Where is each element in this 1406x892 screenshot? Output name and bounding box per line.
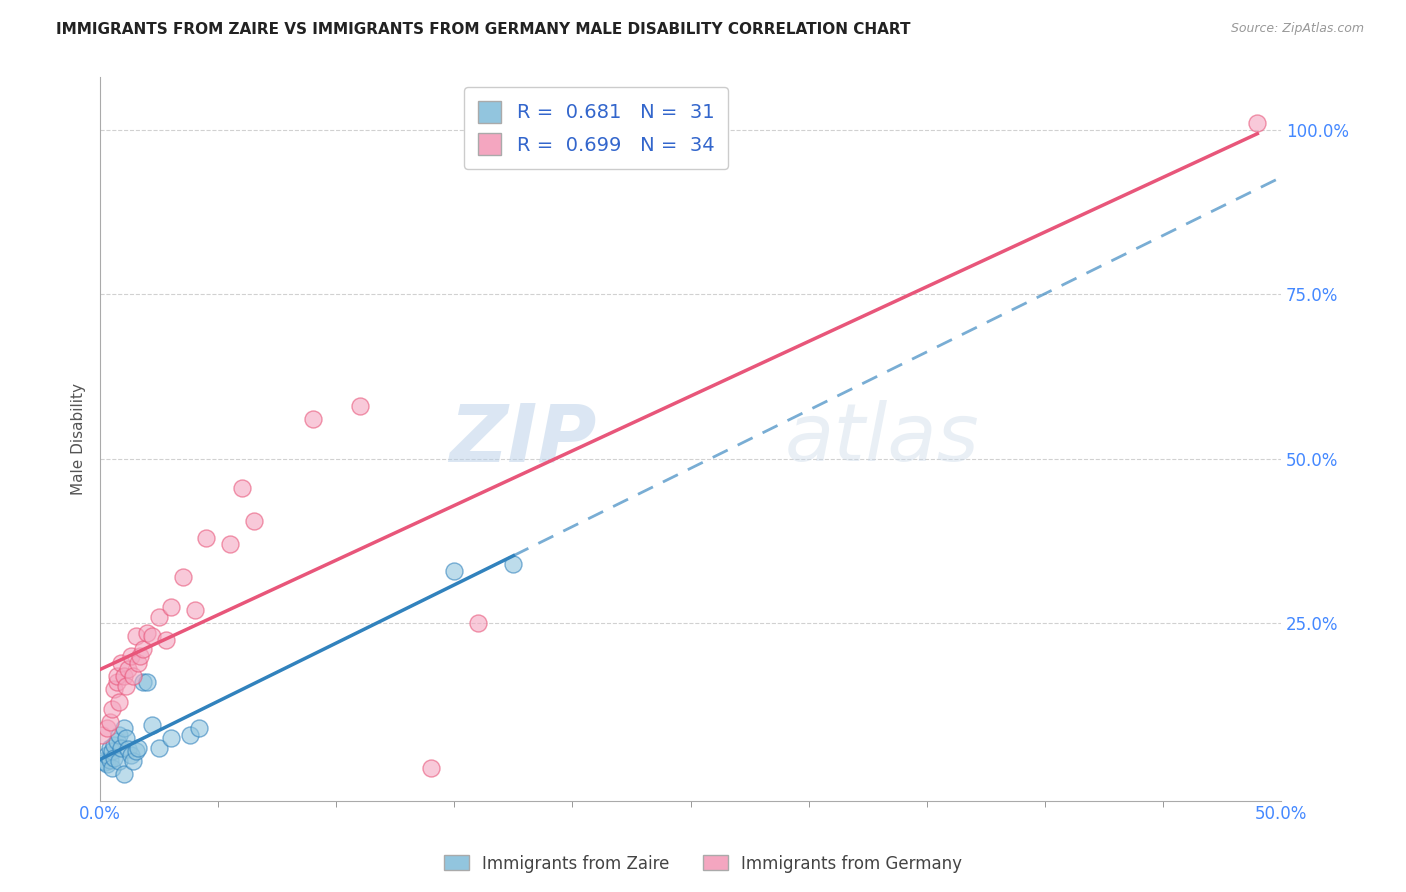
Point (98, 714, 121, 729)
Point (172, 570, 194, 584)
Y-axis label: Male Disability: Male Disability (72, 383, 86, 495)
Point (131, 642, 153, 657)
Point (108, 728, 131, 742)
Point (112, 669, 135, 683)
Point (231, 481, 253, 495)
Point (101, 761, 124, 775)
Point (96, 757, 118, 772)
Point (117, 742, 139, 756)
Point (122, 669, 145, 683)
Point (179, 728, 201, 742)
Point (98, 753, 121, 767)
Point (124, 744, 146, 758)
Point (148, 609, 170, 624)
Point (110, 741, 132, 756)
Point (105, 734, 128, 748)
Point (110, 656, 132, 670)
Point (1246, 116, 1268, 130)
Point (129, 648, 152, 663)
Legend: Immigrants from Zaire, Immigrants from Germany: Immigrants from Zaire, Immigrants from G… (437, 848, 969, 880)
Point (160, 599, 183, 614)
Point (91, 728, 114, 742)
Point (183, 603, 205, 617)
Point (502, 557, 524, 571)
Point (301, 412, 323, 426)
Text: Source: ZipAtlas.com: Source: ZipAtlas.com (1230, 22, 1364, 36)
Point (103, 751, 125, 765)
Point (115, 679, 138, 693)
Point (108, 695, 131, 709)
Point (467, 616, 489, 631)
Point (108, 754, 131, 768)
Point (242, 514, 264, 528)
Text: ZIP: ZIP (449, 400, 596, 478)
Point (155, 632, 177, 647)
Point (124, 629, 146, 643)
Point (188, 721, 211, 735)
Point (101, 701, 124, 715)
Point (120, 648, 142, 663)
Point (103, 681, 125, 696)
Point (349, 399, 371, 413)
Point (112, 767, 135, 781)
Point (131, 675, 153, 690)
Point (105, 669, 128, 683)
Point (419, 761, 441, 775)
Point (96, 721, 118, 735)
Legend: R =  0.681   N =  31, R =  0.699   N =  34: R = 0.681 N = 31, R = 0.699 N = 34 (464, 87, 728, 169)
Point (136, 626, 159, 640)
Point (96, 747, 118, 762)
Point (127, 656, 149, 670)
Point (101, 744, 124, 758)
Point (122, 754, 145, 768)
Point (103, 738, 125, 752)
Point (141, 718, 163, 732)
Point (443, 564, 465, 578)
Point (148, 741, 170, 756)
Point (91, 754, 114, 768)
Text: IMMIGRANTS FROM ZAIRE VS IMMIGRANTS FROM GERMANY MALE DISABILITY CORRELATION CHA: IMMIGRANTS FROM ZAIRE VS IMMIGRANTS FROM… (56, 22, 911, 37)
Point (136, 675, 159, 690)
Point (117, 662, 139, 676)
Point (127, 741, 149, 756)
Text: atlas: atlas (785, 400, 980, 478)
Point (160, 731, 183, 746)
Point (112, 721, 135, 735)
Point (219, 537, 242, 551)
Point (195, 531, 218, 545)
Point (115, 731, 138, 746)
Point (105, 675, 128, 690)
Point (98, 741, 121, 756)
Point (120, 747, 142, 762)
Point (141, 629, 163, 643)
Point (94, 756, 117, 770)
